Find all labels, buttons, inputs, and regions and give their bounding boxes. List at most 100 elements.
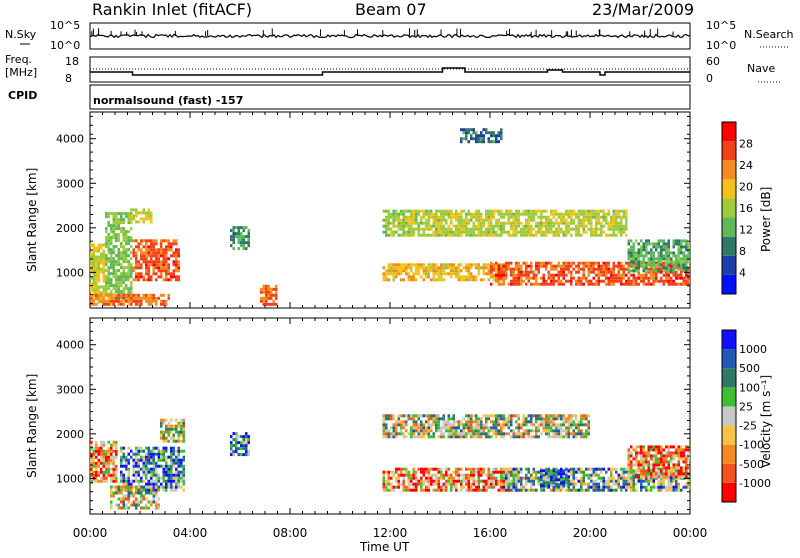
heatmap-cell (105, 278, 108, 281)
heatmap-cell (678, 274, 681, 277)
heatmap-cell (470, 134, 473, 137)
heatmap-cell (155, 254, 158, 257)
heatmap-cell (138, 492, 141, 495)
heatmap-cell (388, 483, 391, 486)
heatmap-cell (543, 481, 546, 484)
heatmap-cell (413, 228, 416, 231)
heatmap-cell (153, 260, 156, 263)
heatmap-cell (123, 294, 126, 297)
heatmap-cell (390, 213, 393, 216)
heatmap-cell (665, 451, 668, 454)
heatmap-cell (503, 426, 506, 429)
heatmap-cell (103, 300, 106, 303)
heatmap-cell (385, 480, 388, 483)
heatmap-cell (113, 257, 116, 260)
heatmap-cell (400, 272, 403, 275)
heatmap-cell (148, 459, 151, 462)
heatmap-cell (130, 214, 133, 217)
heatmap-cell (95, 441, 98, 444)
heatmap-cell (438, 275, 441, 278)
heatmap-cell (425, 489, 428, 492)
heatmap-cell (653, 251, 656, 254)
heatmap-cell (585, 219, 588, 222)
heatmap-cell (595, 489, 598, 492)
heatmap-cell (115, 221, 118, 224)
heatmap-cell (535, 268, 538, 271)
heatmap-cell (90, 471, 93, 474)
heatmap-cell (600, 480, 603, 483)
heatmap-cell (675, 483, 678, 486)
heatmap-cell (115, 290, 118, 293)
heatmap-cell (165, 447, 168, 450)
heatmap-cell (150, 263, 153, 266)
heatmap-cell (543, 216, 546, 219)
heatmap-cell (600, 274, 603, 277)
heatmap-cell (158, 486, 161, 489)
heatmap-cell (460, 423, 463, 426)
heatmap-cell (110, 492, 113, 495)
heatmap-cell (103, 444, 106, 447)
heatmap-cell (118, 287, 121, 290)
heatmap-cell (238, 229, 241, 232)
heatmap-cell (515, 420, 518, 423)
heatmap-cell (135, 486, 138, 489)
heatmap-cell (675, 475, 678, 478)
heatmap-cell (150, 260, 153, 263)
heatmap-cell (118, 492, 121, 495)
heatmap-cell (423, 222, 426, 225)
heatmap-cell (540, 277, 543, 280)
heatmap-cell (668, 283, 671, 286)
heatmap-cell (245, 438, 248, 441)
heatmap-cell (665, 280, 668, 283)
heatmap-cell (430, 480, 433, 483)
heatmap-cell (653, 460, 656, 463)
heatmap-cell (585, 225, 588, 228)
heatmap-cell (463, 137, 466, 140)
heatmap-cell (158, 459, 161, 462)
heatmap-cell (100, 286, 103, 289)
heatmap-cell (400, 225, 403, 228)
heatmap-cell (493, 429, 496, 432)
heatmap-cell (500, 271, 503, 274)
heatmap-cell (490, 216, 493, 219)
heatmap-cell (408, 228, 411, 231)
heatmap-cell (545, 429, 548, 432)
heatmap-cell (518, 283, 521, 286)
heatmap-cell (390, 216, 393, 219)
heatmap-cell (563, 283, 566, 286)
heatmap-cell (125, 462, 128, 465)
heatmap-cell (500, 234, 503, 237)
heatmap-cell (480, 231, 483, 234)
heatmap-cell (663, 254, 666, 257)
heatmap-cell (175, 440, 178, 443)
heatmap-cell (520, 471, 523, 474)
heatmap-cell (120, 266, 123, 269)
heatmap-cell (118, 227, 121, 230)
heatmap-cell (138, 275, 141, 278)
heatmap-cell (165, 278, 168, 281)
heatmap-cell (135, 462, 138, 465)
heatmap-cell (643, 486, 646, 489)
heatmap-cell (433, 269, 436, 272)
heatmap-cell (455, 426, 458, 429)
heatmap-cell (113, 477, 116, 480)
heatmap-cell (608, 213, 611, 216)
heatmap-cell (385, 426, 388, 429)
heatmap-cell (520, 435, 523, 438)
heatmap-cell (480, 134, 483, 137)
heatmap-cell (115, 453, 118, 456)
heatmap-cell (538, 262, 541, 265)
heatmap-cell (595, 228, 598, 231)
heatmap-cell (423, 435, 426, 438)
heatmap-cell (468, 423, 471, 426)
heatmap-cell (660, 268, 663, 271)
heatmap-cell (385, 435, 388, 438)
heatmap-cell (535, 417, 538, 420)
heatmap-cell (175, 474, 178, 477)
heatmap-cell (463, 225, 466, 228)
heatmap-cell (513, 471, 516, 474)
heatmap-cell (530, 283, 533, 286)
heatmap-cell (613, 219, 616, 222)
heatmap-cell (548, 469, 551, 472)
heatmap-cell (115, 239, 118, 242)
